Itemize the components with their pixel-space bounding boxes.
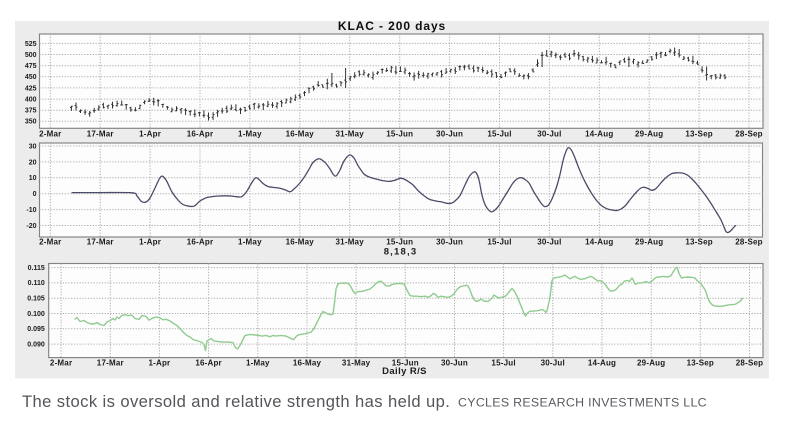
svg-text:400: 400	[25, 97, 37, 104]
svg-text:0.090: 0.090	[27, 341, 45, 348]
svg-text:2-Mar: 2-Mar	[39, 238, 61, 247]
svg-text:16-May: 16-May	[293, 358, 322, 367]
svg-text:17-Mar: 17-Mar	[87, 129, 114, 138]
svg-text:28-Sep: 28-Sep	[735, 129, 762, 138]
svg-text:0.100: 0.100	[27, 311, 45, 318]
svg-text:14-Aug: 14-Aug	[585, 238, 613, 247]
svg-text:425: 425	[25, 85, 37, 92]
svg-text:1-Apr: 1-Apr	[139, 129, 161, 138]
svg-text:13-Sep: 13-Sep	[685, 238, 712, 247]
svg-text:30-Jul: 30-Jul	[537, 129, 561, 138]
svg-text:1-Apr: 1-Apr	[139, 238, 161, 247]
svg-text:15-Jun: 15-Jun	[392, 358, 419, 367]
svg-text:29-Aug: 29-Aug	[637, 358, 665, 367]
svg-text:13-Sep: 13-Sep	[685, 129, 712, 138]
svg-text:15-Jul: 15-Jul	[487, 129, 511, 138]
svg-text:31-May: 31-May	[342, 358, 371, 367]
svg-text:31-May: 31-May	[336, 129, 365, 138]
svg-text:30-Jun: 30-Jun	[436, 238, 463, 247]
svg-text:CYCLES RESEARCH INVESTMENTS LL: CYCLES RESEARCH INVESTMENTS LLC	[458, 396, 707, 410]
svg-text:525: 525	[25, 41, 37, 48]
svg-text:15-Jul: 15-Jul	[487, 238, 511, 247]
svg-text:10: 10	[29, 175, 37, 182]
svg-text:450: 450	[25, 74, 37, 81]
svg-text:31-May: 31-May	[336, 238, 365, 247]
svg-text:20: 20	[29, 159, 37, 166]
svg-text:28-Sep: 28-Sep	[736, 358, 763, 367]
svg-text:30-Jun: 30-Jun	[441, 358, 468, 367]
svg-text:8,18,3: 8,18,3	[384, 247, 418, 258]
svg-text:15-Jun: 15-Jun	[386, 238, 413, 247]
svg-text:0.110: 0.110	[28, 280, 45, 287]
svg-text:0.115: 0.115	[28, 265, 45, 272]
svg-text:16-Apr: 16-Apr	[195, 358, 222, 367]
svg-text:30-Jul: 30-Jul	[537, 238, 561, 247]
svg-text:2-Mar: 2-Mar	[39, 129, 61, 138]
svg-text:29-Aug: 29-Aug	[635, 238, 663, 247]
svg-text:1-May: 1-May	[238, 238, 262, 247]
svg-text:14-Aug: 14-Aug	[588, 358, 616, 367]
svg-text:500: 500	[25, 52, 37, 59]
svg-text:0: 0	[33, 191, 37, 198]
svg-text:2-Mar: 2-Mar	[50, 358, 72, 367]
svg-text:Daily R/S: Daily R/S	[382, 366, 427, 377]
svg-text:15-Jun: 15-Jun	[386, 129, 413, 138]
svg-text:-20: -20	[26, 223, 36, 230]
svg-text:30-Jul: 30-Jul	[541, 358, 565, 367]
svg-text:1-May: 1-May	[246, 358, 270, 367]
svg-text:375: 375	[25, 108, 37, 115]
svg-text:1-May: 1-May	[238, 129, 262, 138]
svg-text:30-Jun: 30-Jun	[436, 129, 463, 138]
svg-text:0.105: 0.105	[27, 296, 45, 303]
svg-text:13-Sep: 13-Sep	[687, 358, 714, 367]
svg-text:14-Aug: 14-Aug	[585, 129, 613, 138]
svg-text:15-Jul: 15-Jul	[491, 358, 515, 367]
svg-text:28-Sep: 28-Sep	[735, 238, 762, 247]
svg-text:16-May: 16-May	[286, 129, 315, 138]
svg-text:16-May: 16-May	[286, 238, 315, 247]
svg-text:-10: -10	[26, 207, 36, 214]
svg-text:16-Apr: 16-Apr	[187, 238, 214, 247]
svg-text:17-Mar: 17-Mar	[87, 238, 114, 247]
svg-text:475: 475	[25, 63, 37, 70]
svg-text:KLAC - 200 days: KLAC - 200 days	[338, 19, 446, 33]
svg-text:The stock is oversold and rela: The stock is oversold and relative stren…	[22, 392, 450, 411]
svg-text:350: 350	[25, 119, 37, 126]
svg-text:16-Apr: 16-Apr	[187, 129, 214, 138]
svg-text:30: 30	[29, 143, 37, 150]
svg-text:0.095: 0.095	[27, 326, 45, 333]
svg-text:17-Mar: 17-Mar	[97, 358, 124, 367]
svg-text:1-Apr: 1-Apr	[148, 358, 170, 367]
svg-text:29-Aug: 29-Aug	[635, 129, 663, 138]
